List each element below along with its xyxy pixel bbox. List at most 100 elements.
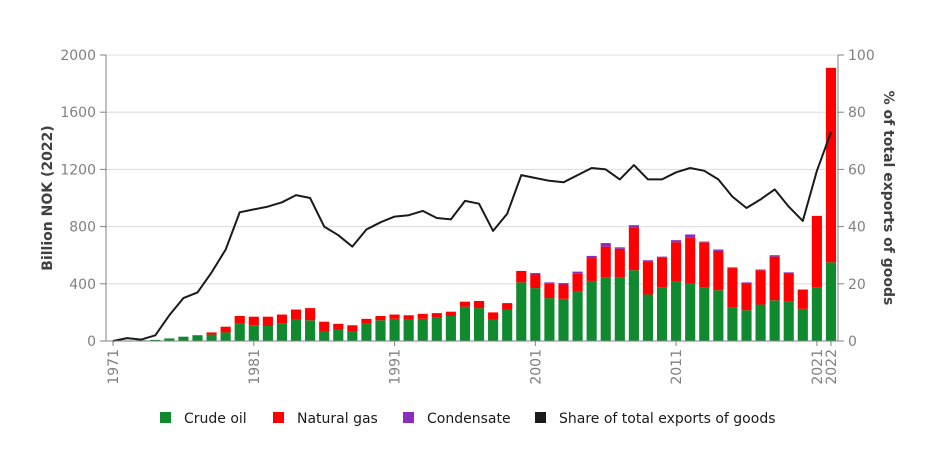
bar-natural-gas-2004 <box>573 274 583 291</box>
bar-crude-oil-1983 <box>277 323 287 341</box>
bar-crude-oil-2005 <box>587 281 597 341</box>
bar-condensate-2001 <box>530 273 540 274</box>
bar-natural-gas-1985 <box>305 308 315 320</box>
bar-crude-oil-1981 <box>249 325 259 341</box>
y-right-tick-label: 100 <box>848 48 875 64</box>
bar-condensate-2014 <box>713 249 723 250</box>
bar-crude-oil-2016 <box>741 310 751 341</box>
bar-natural-gas-1978 <box>207 332 217 334</box>
bar-crude-oil-1977 <box>192 336 202 341</box>
bar-natural-gas-1988 <box>347 325 357 331</box>
legend-swatch <box>160 412 171 423</box>
bar-natural-gas-2018 <box>770 257 780 301</box>
bar-crude-oil-2003 <box>558 299 568 341</box>
bar-natural-gas-2014 <box>713 251 723 290</box>
bar-condensate-2008 <box>629 225 639 227</box>
y-right-tick-label: 60 <box>848 162 866 178</box>
bar-condensate-2017 <box>756 270 766 271</box>
bar-crude-oil-2008 <box>629 270 639 341</box>
legend-swatch <box>403 412 414 423</box>
bar-crude-oil-2009 <box>643 295 653 341</box>
bar-natural-gas-2011 <box>671 242 681 281</box>
x-tick-label: 1991 <box>388 349 404 385</box>
y-left-tick-label: 1200 <box>60 162 96 178</box>
bar-crude-oil-2017 <box>756 305 766 341</box>
bar-condensate-2005 <box>587 256 597 258</box>
bar-natural-gas-1977 <box>192 335 202 336</box>
x-tick-label: 1971 <box>106 349 122 385</box>
bar-natural-gas-1982 <box>263 317 273 326</box>
bar-condensate-2013 <box>699 242 709 243</box>
bar-condensate-2003 <box>558 283 568 284</box>
bar-crude-oil-1997 <box>474 308 484 341</box>
bar-natural-gas-2009 <box>643 262 653 295</box>
y-right-tick-label: 20 <box>848 277 866 293</box>
bar-crude-oil-1998 <box>488 320 498 341</box>
y-right-tick-label: 0 <box>848 334 857 350</box>
bar-condensate-2002 <box>544 282 554 283</box>
bar-natural-gas-1986 <box>319 322 329 331</box>
bar-crude-oil-2022 <box>826 262 836 341</box>
bar-natural-gas-1999 <box>502 303 512 309</box>
bar-crude-oil-2011 <box>671 282 681 341</box>
bar-natural-gas-2010 <box>657 257 667 287</box>
bar-natural-gas-2019 <box>784 273 794 302</box>
bar-crude-oil-2004 <box>573 291 583 341</box>
legend-swatch <box>535 412 546 423</box>
y-left-tick-label: 400 <box>69 277 96 293</box>
bar-natural-gas-2000 <box>516 271 526 282</box>
y-left-tick-label: 2000 <box>60 48 96 64</box>
bar-condensate-2012 <box>685 234 695 237</box>
bar-crude-oil-2007 <box>615 277 625 341</box>
bar-crude-oil-1976 <box>178 337 188 341</box>
bar-natural-gas-2015 <box>727 268 737 307</box>
bar-natural-gas-2007 <box>615 249 625 278</box>
bar-natural-gas-2002 <box>544 284 554 298</box>
bar-natural-gas-1989 <box>361 319 371 324</box>
bar-natural-gas-2005 <box>587 258 597 281</box>
x-tick-label: 2011 <box>669 349 685 385</box>
bar-natural-gas-2017 <box>756 270 766 304</box>
bar-crude-oil-1985 <box>305 320 315 341</box>
y-left-tick-label: 1600 <box>60 105 96 121</box>
y-left-tick-label: 0 <box>87 334 96 350</box>
bar-natural-gas-2003 <box>558 285 568 299</box>
legend-label: Condensate <box>427 411 511 427</box>
y-right-tick-label: 80 <box>848 105 866 121</box>
bar-crude-oil-1995 <box>446 316 456 341</box>
bar-crude-oil-1986 <box>319 331 329 341</box>
bar-crude-oil-1991 <box>390 319 400 341</box>
bar-crude-oil-2015 <box>727 307 737 341</box>
legend-label: Share of total exports of goods <box>559 411 776 427</box>
bar-natural-gas-2022 <box>826 68 836 262</box>
bar-crude-oil-1999 <box>502 310 512 341</box>
bar-natural-gas-1979 <box>221 327 231 333</box>
bar-natural-gas-1997 <box>474 301 484 308</box>
bar-natural-gas-1991 <box>390 315 400 319</box>
bar-natural-gas-1995 <box>446 312 456 316</box>
bar-natural-gas-2012 <box>685 237 695 283</box>
bar-natural-gas-1987 <box>333 324 343 330</box>
bar-crude-oil-1987 <box>333 330 343 341</box>
bar-condensate-2006 <box>601 243 611 247</box>
bar-crude-oil-2001 <box>530 288 540 341</box>
bar-crude-oil-1978 <box>207 335 217 341</box>
bar-natural-gas-2006 <box>601 247 611 278</box>
bar-crude-oil-1980 <box>235 324 245 341</box>
bar-natural-gas-1984 <box>291 310 301 320</box>
bar-crude-oil-1993 <box>418 319 428 341</box>
y-right-axis-title: % of total exports of goods <box>880 91 896 306</box>
bar-crude-oil-2013 <box>699 287 709 341</box>
legend-label: Crude oil <box>184 411 247 427</box>
bar-natural-gas-1994 <box>432 313 442 317</box>
bar-condensate-2010 <box>657 257 667 258</box>
bar-crude-oil-1979 <box>221 332 231 341</box>
x-tick-label: 1981 <box>247 349 263 385</box>
bar-natural-gas-1993 <box>418 314 428 319</box>
bar-condensate-2015 <box>727 267 737 268</box>
bar-natural-gas-2016 <box>741 283 751 310</box>
bar-natural-gas-1990 <box>375 316 385 320</box>
